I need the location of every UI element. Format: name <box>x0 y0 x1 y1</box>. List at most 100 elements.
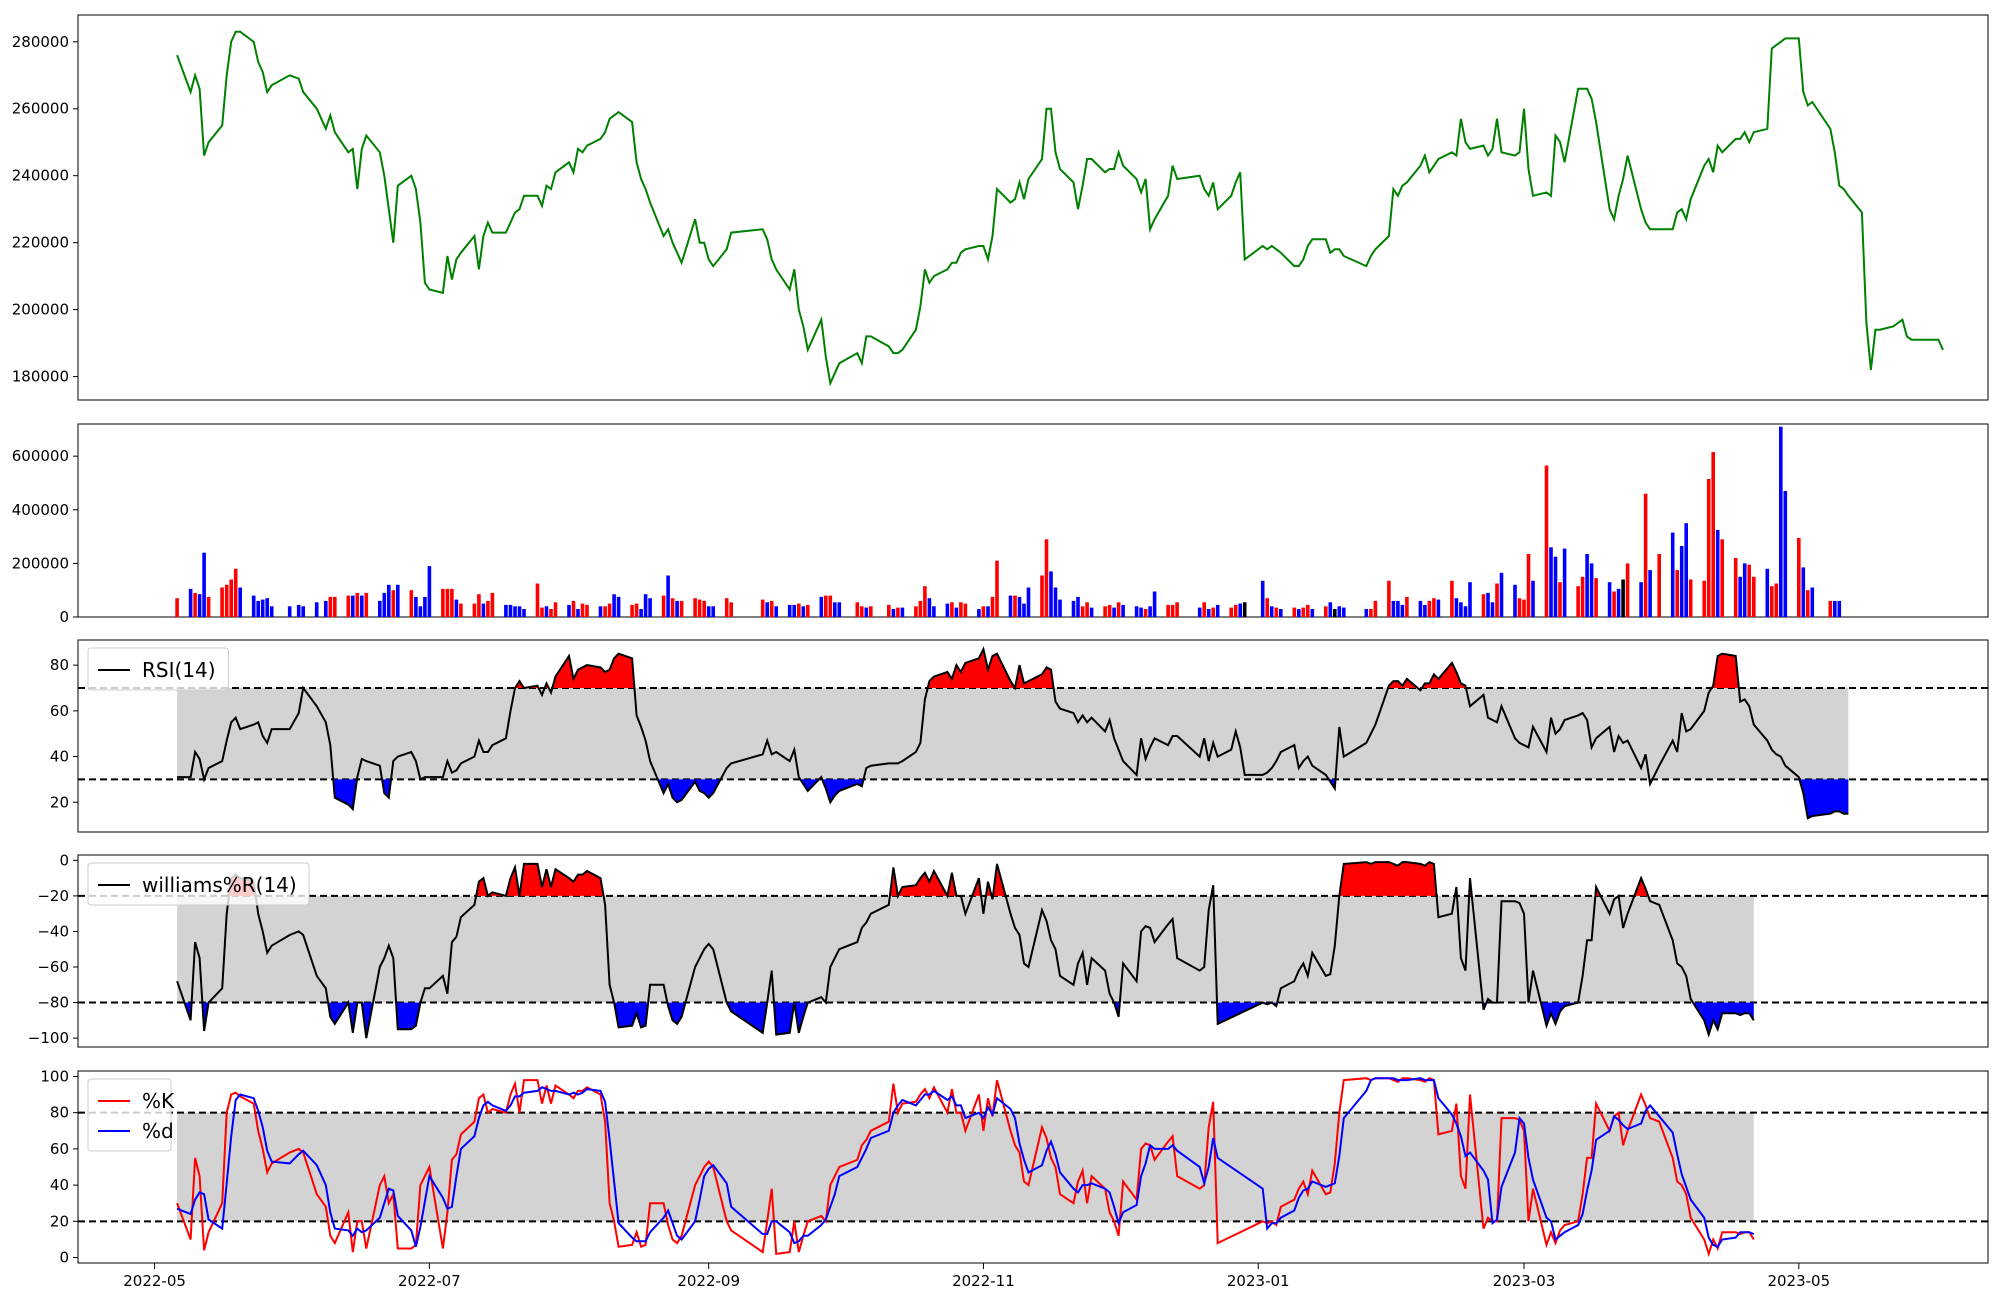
volume-bar <box>1517 598 1522 617</box>
volume-bar <box>1152 591 1157 617</box>
volume-bar <box>1085 602 1089 617</box>
volume-bar <box>1400 604 1405 617</box>
x-tick-label: 2023-03 <box>1493 1272 1556 1290</box>
x-tick-label: 2022-09 <box>677 1272 740 1290</box>
panel-1-y-tick-label: 0 <box>59 608 69 626</box>
volume-bar <box>224 584 229 617</box>
volume-bar <box>233 568 238 618</box>
volume-bar <box>351 595 355 617</box>
volume-bar <box>797 603 801 617</box>
volume-bar <box>1116 602 1121 617</box>
volume-bar <box>1589 563 1594 617</box>
volume-bar <box>824 595 828 617</box>
price-line <box>176 30 1944 387</box>
volume-bar <box>450 588 454 617</box>
panel-3-oversold-fill <box>348 1002 358 1033</box>
panel-2-oversold-fill <box>1799 779 1849 819</box>
volume-bar <box>1675 570 1679 617</box>
volume-bar <box>598 606 603 617</box>
volume-bar <box>472 603 477 617</box>
volume-bar <box>990 596 995 617</box>
x-tick-label: 2023-05 <box>1767 1272 1830 1290</box>
volume-bar <box>1549 547 1553 617</box>
volume-bar <box>1233 604 1238 617</box>
volume-bar <box>724 598 729 617</box>
panel-2-oversold-fill <box>657 779 721 803</box>
volume-bar <box>1513 584 1517 617</box>
panel-4-legend-box <box>87 1078 172 1152</box>
indicator-line-k <box>176 1077 1755 1258</box>
volume-bar <box>648 598 652 617</box>
panel-0-frame <box>77 14 1989 401</box>
volume-bar <box>1310 609 1315 617</box>
panel-3-legend-box <box>87 862 310 906</box>
volume-bar <box>585 604 589 617</box>
volume-bar <box>265 598 269 617</box>
panel-1-frame <box>77 423 1989 618</box>
volume-bar <box>490 592 495 617</box>
volume-bar <box>1580 576 1585 617</box>
volume-bar <box>900 607 905 617</box>
volume-bar <box>963 603 968 617</box>
volume-bar <box>1607 582 1612 617</box>
volume-bar <box>792 604 796 617</box>
volume-bar <box>459 603 463 617</box>
volume-bar <box>869 606 873 617</box>
x-tick-label: 2023-01 <box>1227 1272 1290 1290</box>
volume-bar <box>661 595 666 617</box>
volume-bar <box>995 560 999 617</box>
volume-bar <box>1585 554 1589 617</box>
volume-bar <box>1197 607 1202 617</box>
panel-2-oversold-fill <box>333 779 357 810</box>
volume-bar <box>1139 607 1143 617</box>
volume-bar <box>1833 600 1837 617</box>
panel-0-y-tick-label: 220000 <box>12 234 69 252</box>
indicator-line-williamsr14 <box>176 860 1755 1039</box>
panel-4-y-tick-label: 20 <box>50 1212 69 1230</box>
volume-bar <box>1531 580 1535 617</box>
volume-bar <box>1071 600 1076 617</box>
panel-0-y-tick-label: 240000 <box>12 167 69 185</box>
panel-3-oversold-fill <box>667 1002 686 1024</box>
volume-bar <box>1017 596 1022 617</box>
volume-bar <box>1495 583 1499 617</box>
volume-bar <box>1423 604 1427 617</box>
volume-bar <box>1544 465 1549 617</box>
volume-bar <box>1292 607 1297 617</box>
volume-bar <box>364 592 369 617</box>
volume-bar <box>355 592 360 617</box>
panel-1-y-tick-label: 400000 <box>12 501 69 519</box>
volume-bar <box>1481 594 1486 617</box>
volume-bar <box>333 596 337 617</box>
volume-bar <box>1625 563 1630 617</box>
volume-bar <box>1170 604 1175 617</box>
volume-bar <box>427 566 432 617</box>
panel-4-y-tick-label: 80 <box>50 1104 69 1122</box>
volume-bar <box>1260 580 1265 617</box>
volume-bar <box>923 586 927 617</box>
volume-bar <box>711 606 715 617</box>
volume-bar <box>1490 602 1495 617</box>
volume-bar <box>1643 493 1648 617</box>
volume-bar <box>896 607 900 617</box>
volume-bar <box>1279 609 1283 617</box>
volume-bar <box>932 606 936 617</box>
volume-bar <box>1328 602 1333 617</box>
volume-bar <box>1269 606 1274 617</box>
volume-bar <box>1058 599 1062 617</box>
volume-bar <box>549 609 553 617</box>
panel-2-overbought-fill <box>1015 665 1054 688</box>
indicator-line-d <box>176 1077 1755 1248</box>
volume-bar <box>296 604 301 617</box>
volume-bar <box>1801 567 1806 617</box>
panel-3-oversold-fill <box>774 1002 795 1035</box>
volume-bar <box>1576 586 1580 617</box>
panel-3-y-tick-label: −60 <box>37 958 69 976</box>
volume-bar <box>1752 576 1756 617</box>
panel-0-y-tick-label: 200000 <box>12 301 69 319</box>
volume-bar <box>1765 568 1770 618</box>
panel-2-overbought-fill <box>927 649 1015 688</box>
volume-bar <box>251 595 256 617</box>
volume-bar <box>1089 607 1094 617</box>
volume-bar <box>1373 600 1378 617</box>
